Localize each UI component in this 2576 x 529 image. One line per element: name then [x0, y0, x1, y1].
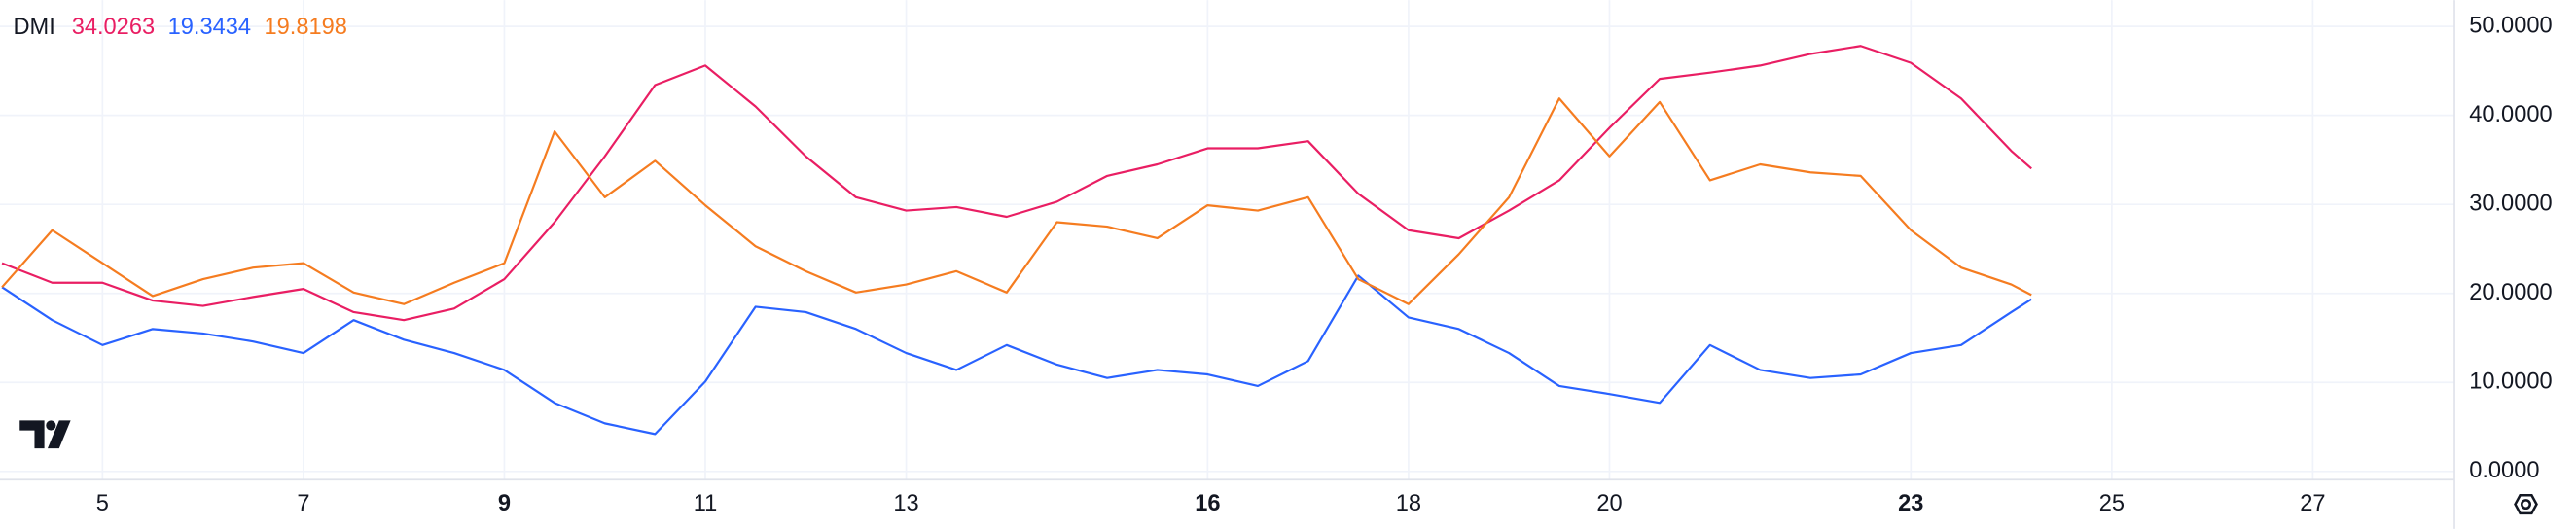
y-tick-label: 30.0000 [2469, 191, 2552, 216]
x-tick-label: 18 [1396, 491, 1421, 516]
x-tick-label: 9 [498, 491, 511, 516]
indicator-name: DMI [14, 15, 55, 40]
lines [1, 45, 2032, 436]
x-tick-label: 16 [1195, 491, 1220, 516]
x-tick-label: 13 [893, 491, 918, 516]
y-tick-label: 20.0000 [2469, 280, 2552, 305]
grid [0, 0, 2455, 480]
x-tick-label: 20 [1596, 491, 1622, 516]
y-tick-label: 10.0000 [2469, 370, 2552, 395]
dmi-line [1, 45, 2032, 322]
x-tick-label: 7 [297, 491, 309, 516]
dmi-line [1, 97, 2032, 305]
y-tick-label: 40.0000 [2469, 102, 2552, 127]
x-tick-label: 11 [694, 491, 718, 516]
legend-value: 19.3434 [168, 15, 251, 40]
legend-value: 34.0263 [72, 15, 155, 40]
y-tick-label: 0.0000 [2469, 458, 2539, 483]
x-tick-label: 5 [96, 491, 109, 516]
x-tick-label: 27 [2300, 491, 2325, 516]
dmi-line [1, 274, 2032, 436]
x-tick-label: 23 [1898, 491, 1923, 516]
settings-icon[interactable] [2514, 494, 2538, 515]
x-tick-label: 25 [2099, 491, 2125, 516]
y-tick-label: 50.0000 [2469, 13, 2552, 38]
tradingview-logo [19, 420, 71, 449]
legend-value: 19.8198 [265, 15, 347, 40]
